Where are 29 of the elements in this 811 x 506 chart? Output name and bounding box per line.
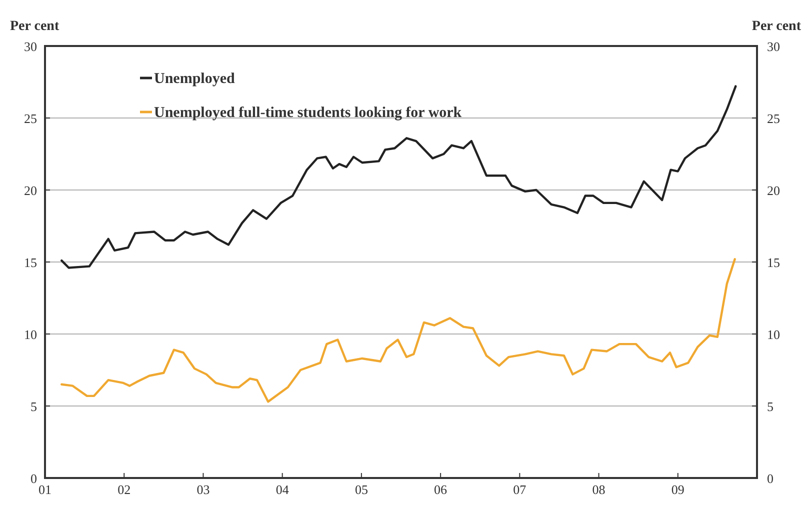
legend-label: Unemployed bbox=[154, 71, 236, 87]
y-tick-label: 20 bbox=[24, 183, 37, 198]
y2-tick-label: 0 bbox=[767, 471, 774, 486]
x-tick-label: 05 bbox=[354, 482, 368, 497]
x-tick-label: 04 bbox=[276, 482, 290, 497]
y2-tick-label: 5 bbox=[767, 399, 774, 414]
legend-label: Unemployed full-time students looking for work bbox=[154, 105, 462, 121]
y2-tick-label: 15 bbox=[767, 255, 780, 270]
x-tick-label: 03 bbox=[196, 482, 210, 497]
y-tick-label: 30 bbox=[24, 39, 37, 54]
line-series bbox=[60, 85, 737, 269]
x-tick-label: 09 bbox=[671, 482, 684, 497]
y2-tick-label: 10 bbox=[767, 327, 780, 342]
y2-tick-label: 20 bbox=[767, 183, 780, 198]
y-tick-label: 15 bbox=[24, 255, 37, 270]
y-tick-label: 0 bbox=[30, 471, 37, 486]
y2-axis-title: Per cent bbox=[752, 19, 802, 34]
x-tick-label: 08 bbox=[592, 482, 606, 497]
y2-tick-label: 30 bbox=[767, 39, 780, 54]
y-tick-label: 25 bbox=[24, 111, 37, 126]
y-tick-label: 5 bbox=[30, 399, 37, 414]
x-tick-label: 07 bbox=[513, 482, 527, 497]
x-tick-label: 02 bbox=[118, 482, 131, 497]
y-tick-label: 10 bbox=[24, 327, 37, 342]
y-axis-title: Per cent bbox=[10, 19, 60, 34]
x-tick-label: 06 bbox=[434, 482, 448, 497]
y2-tick-label: 25 bbox=[767, 111, 780, 126]
line-series bbox=[60, 258, 736, 403]
x-tick-label: 01 bbox=[38, 482, 52, 497]
